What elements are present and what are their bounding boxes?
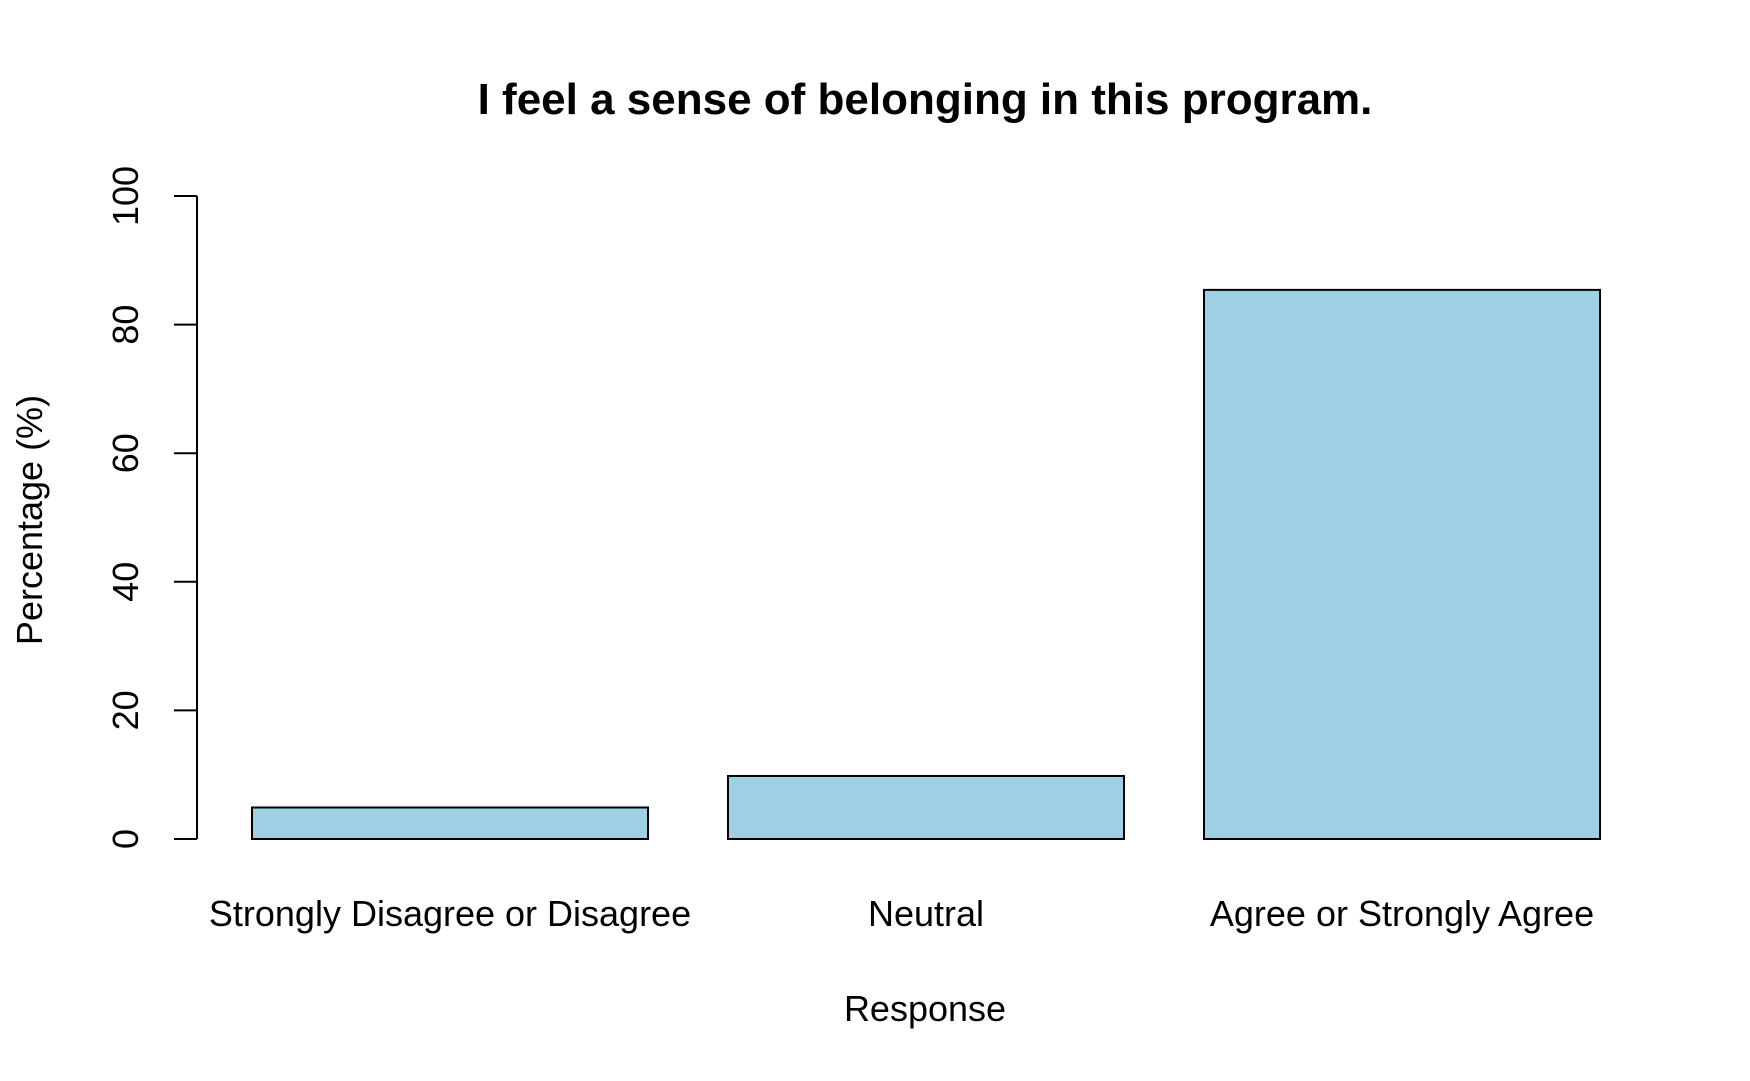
x-category-labels: Strongly Disagree or Disagree Neutral Agre… [209,893,1594,934]
y-axis: 0 20 40 60 80 100 [105,166,198,849]
bar [727,774,1125,841]
y-tick-label: 60 [105,433,146,473]
y-tick-label: 100 [105,166,146,226]
x-axis-label: Response [844,988,1006,1029]
x-category-label: Strongly Disagree or Disagree [209,893,691,934]
bar [1203,288,1601,840]
bars-group [251,288,1601,841]
y-tick-label: 40 [105,562,146,602]
chart-title: I feel a sense of belonging in this prog… [478,75,1373,124]
y-axis-label: Percentage (%) [9,395,50,645]
y-tick-label: 0 [105,829,146,849]
x-category-label: Neutral [868,893,984,934]
bar [251,806,649,840]
x-category-label: Agree or Strongly Agree [1210,893,1594,934]
y-tick-label: 20 [105,690,146,730]
y-tick-label: 80 [105,305,146,345]
